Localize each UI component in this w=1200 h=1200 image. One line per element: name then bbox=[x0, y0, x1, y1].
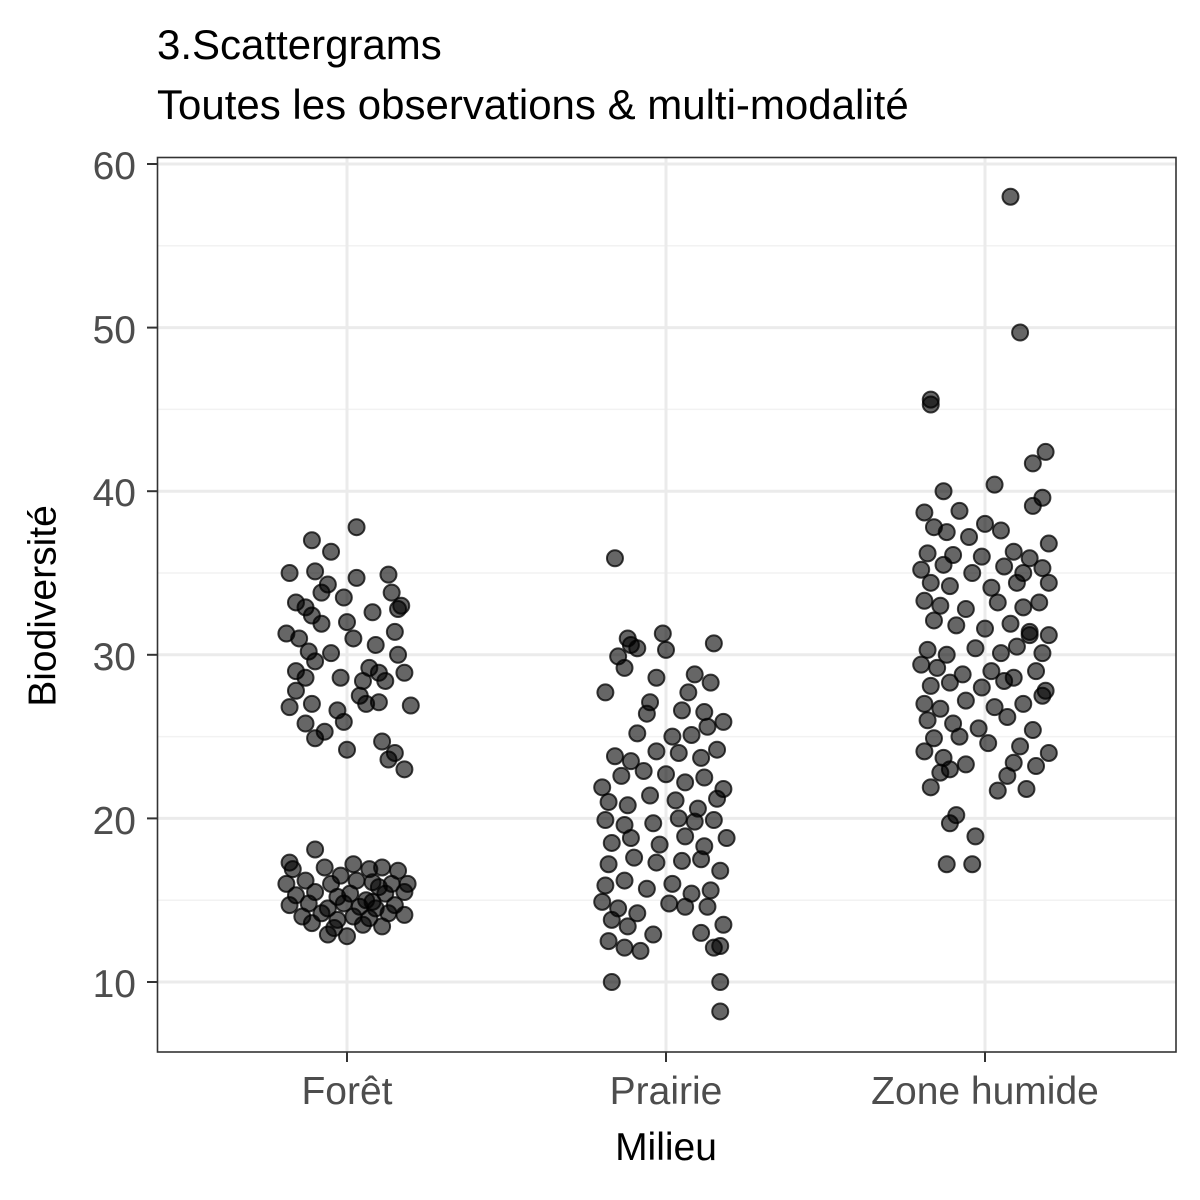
y-axis-label: Biodiversité bbox=[21, 505, 65, 707]
y-tick-label: 40 bbox=[92, 472, 136, 515]
y-tick-label: 30 bbox=[92, 636, 136, 679]
y-tick-label: 60 bbox=[92, 145, 136, 188]
y-tick-label: 20 bbox=[92, 800, 136, 843]
chart-title-line2: Toutes les observations & multi-modalité bbox=[157, 81, 909, 128]
data-points bbox=[277, 187, 1058, 1021]
x-axis-label: Milieu bbox=[615, 1126, 717, 1169]
y-tick-label: 10 bbox=[92, 963, 136, 1006]
axis-ticks bbox=[147, 163, 986, 1062]
x-tick-label-zone-humide: Zone humide bbox=[871, 1070, 1099, 1113]
y-tick-label: 50 bbox=[92, 309, 136, 352]
x-tick-label-foret: Forêt bbox=[301, 1070, 393, 1113]
chart-title-line1: 3.Scattergrams bbox=[157, 21, 442, 68]
x-tick-label-prairie: Prairie bbox=[609, 1070, 723, 1113]
